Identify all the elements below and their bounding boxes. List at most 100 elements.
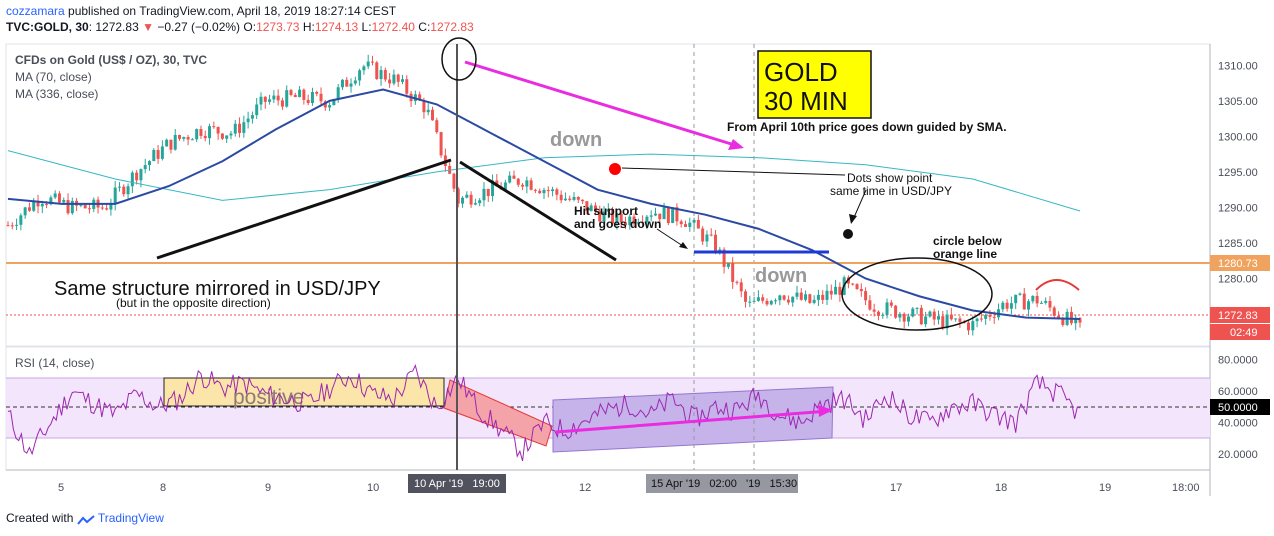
- down-label-1: down: [550, 129, 602, 151]
- candle-body: [319, 93, 323, 102]
- candle-body: [388, 79, 392, 84]
- candle-body: [954, 318, 958, 320]
- candle-body: [353, 80, 357, 84]
- candle-body: [551, 189, 555, 192]
- magenta-arrowhead-1: [728, 139, 744, 150]
- candle-body: [113, 187, 117, 205]
- candle-body: [563, 198, 567, 201]
- ohlc-line: TVC:GOLD, 30: 1272.83 ▼ −0.27 (−0.02%) O…: [6, 20, 474, 34]
- publish-info: published on TradingView.com, April 18, …: [68, 4, 397, 18]
- price-tick-label: 1310.00: [1218, 60, 1258, 72]
- candle-body: [924, 316, 928, 325]
- price-tick-label: 1300.00: [1218, 131, 1258, 143]
- candle-body: [199, 129, 203, 136]
- candle-body: [62, 199, 66, 203]
- candle-body: [220, 133, 224, 139]
- candle-body: [512, 175, 516, 179]
- candle-body: [538, 190, 542, 194]
- candle-body: [370, 61, 374, 63]
- candle-body: [555, 189, 559, 195]
- candle-body: [619, 213, 623, 223]
- candle-body: [701, 228, 705, 242]
- price-tick-label: 1305.00: [1218, 96, 1258, 108]
- high-label: H:: [302, 20, 315, 34]
- cursor-time-label: 10 Apr '19 19:00: [414, 478, 500, 490]
- tradingview-link[interactable]: TradingView: [97, 511, 164, 525]
- candle-body: [1044, 300, 1048, 303]
- candle-body: [135, 172, 139, 181]
- candle-body: [735, 281, 739, 283]
- top-circle: [441, 37, 477, 81]
- candle-body: [546, 189, 550, 192]
- candle-body: [400, 79, 404, 82]
- candle-body: [396, 74, 400, 82]
- magenta-arrow-down: [464, 60, 742, 149]
- time-label-9: 9: [265, 482, 271, 494]
- trendline-up: [156, 158, 452, 260]
- candle-body: [70, 200, 74, 214]
- candle-body: [126, 186, 130, 195]
- candle-body: [876, 311, 880, 316]
- candle-body: [195, 129, 199, 140]
- candle-body: [623, 222, 627, 226]
- candle-body: [752, 300, 756, 302]
- candle-body: [57, 193, 61, 203]
- candle-body: [10, 225, 14, 227]
- footer: Created with TradingView: [6, 511, 164, 525]
- candle-body: [906, 316, 910, 322]
- candle-body: [315, 91, 319, 94]
- candle-body: [203, 135, 207, 139]
- low-value: 1272.40: [371, 20, 415, 34]
- candle-body: [1078, 317, 1082, 323]
- candle-body: [1001, 302, 1005, 310]
- candle-body: [306, 99, 310, 104]
- candle-body: [525, 180, 529, 187]
- candle-body: [606, 208, 610, 212]
- candle-body: [756, 297, 760, 301]
- tradingview-logo-icon: [76, 514, 95, 525]
- positive-box: [163, 377, 445, 407]
- rsi-axis-ticks: 80.0000 60.0000 40.0000 20.0000: [1218, 355, 1258, 462]
- same-structure-text: Same structure mirrored in USD/JPY: [54, 278, 381, 300]
- candle-body: [722, 249, 726, 267]
- candle-body: [812, 299, 816, 303]
- from-april-text: From April 10th price goes down guided b…: [727, 120, 1007, 134]
- candle-body: [332, 98, 336, 106]
- candle-body: [632, 216, 636, 224]
- rsi-tick-label: 20.0000: [1218, 449, 1258, 461]
- rsi-mid-label: 50.0000: [1218, 402, 1258, 414]
- dots-text-2: same time in USD/JPY: [830, 184, 952, 198]
- cursor-time-badge: [408, 474, 506, 493]
- candle-body: [786, 299, 790, 303]
- candle-body: [958, 318, 962, 322]
- candle-body: [250, 115, 254, 119]
- candle-body: [1027, 301, 1031, 310]
- candle-body: [769, 300, 773, 305]
- symbol-label: TVC:GOLD, 30: [6, 20, 89, 34]
- author-link[interactable]: cozzamara: [6, 4, 65, 18]
- candle-body: [816, 294, 820, 300]
- candle-body: [851, 283, 855, 285]
- publish-line: cozzamara published on TradingView.com, …: [6, 3, 474, 19]
- close-value: 1272.83: [430, 20, 474, 34]
- candle-body: [486, 188, 490, 197]
- candle-body: [1005, 302, 1009, 309]
- circle-text-2: orange line: [933, 247, 997, 261]
- chart-header: cozzamara published on TradingView.com, …: [6, 3, 474, 35]
- candle-body: [975, 318, 979, 322]
- candle-body: [349, 83, 353, 87]
- candle-body: [328, 105, 332, 108]
- time-label-10: 10: [367, 482, 379, 494]
- candle-body: [533, 189, 537, 191]
- candle-body: [66, 199, 70, 214]
- circle-text-1: circle below: [933, 234, 1002, 248]
- candle-body: [731, 263, 735, 282]
- rsi-mid-badge: [1210, 399, 1270, 415]
- candle-body: [426, 109, 430, 113]
- price-tick-label: 1285.00: [1218, 238, 1258, 250]
- candle-body: [1069, 311, 1073, 324]
- candle-body: [156, 149, 160, 159]
- candle-body: [881, 314, 885, 316]
- candle-body: [383, 70, 387, 80]
- candle-body: [928, 311, 932, 317]
